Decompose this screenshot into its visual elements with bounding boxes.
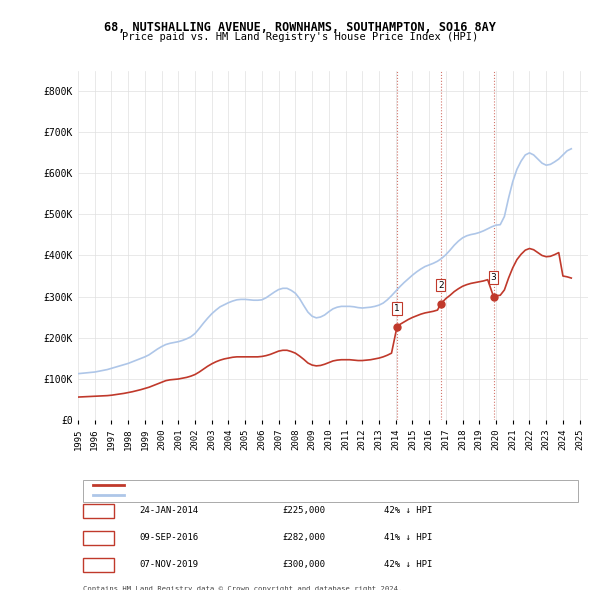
Text: 2: 2	[438, 280, 443, 290]
Text: 41% ↓ HPI: 41% ↓ HPI	[384, 533, 433, 542]
Text: 1: 1	[95, 506, 101, 516]
Text: 24-JAN-2014: 24-JAN-2014	[139, 506, 199, 515]
FancyBboxPatch shape	[83, 480, 578, 502]
Text: 09-SEP-2016: 09-SEP-2016	[139, 533, 199, 542]
Text: £225,000: £225,000	[282, 506, 325, 515]
Text: £282,000: £282,000	[282, 533, 325, 542]
FancyBboxPatch shape	[83, 530, 114, 545]
Text: 3: 3	[95, 560, 101, 570]
Text: Contains HM Land Registry data © Crown copyright and database right 2024.
This d: Contains HM Land Registry data © Crown c…	[83, 586, 403, 590]
Text: HPI: Average price, detached house, Test Valley: HPI: Average price, detached house, Test…	[134, 490, 363, 500]
FancyBboxPatch shape	[83, 504, 114, 518]
Text: 07-NOV-2019: 07-NOV-2019	[139, 560, 199, 569]
FancyBboxPatch shape	[83, 558, 114, 572]
Text: 1: 1	[394, 304, 400, 313]
Text: 3: 3	[491, 273, 496, 282]
Text: Price paid vs. HM Land Registry's House Price Index (HPI): Price paid vs. HM Land Registry's House …	[122, 32, 478, 42]
Text: 2: 2	[95, 533, 101, 543]
Text: 68, NUTSHALLING AVENUE, ROWNHAMS, SOUTHAMPTON, SO16 8AY: 68, NUTSHALLING AVENUE, ROWNHAMS, SOUTHA…	[104, 21, 496, 34]
Text: 42% ↓ HPI: 42% ↓ HPI	[384, 506, 433, 515]
Text: 42% ↓ HPI: 42% ↓ HPI	[384, 560, 433, 569]
Text: 68, NUTSHALLING AVENUE, ROWNHAMS, SOUTHAMPTON, SO16 8AY (detached house): 68, NUTSHALLING AVENUE, ROWNHAMS, SOUTHA…	[134, 481, 485, 490]
Text: £300,000: £300,000	[282, 560, 325, 569]
